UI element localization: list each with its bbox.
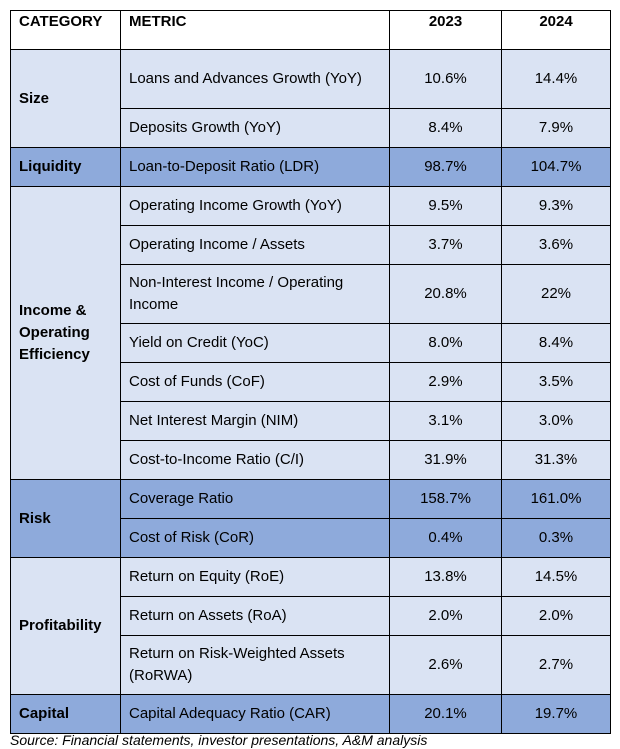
table-row: Cost of Risk (CoR) 0.4% 0.3% [11,518,611,558]
value-2024-cell: 3.5% [501,362,611,402]
table-body: Size Loans and Advances Growth (YoY) 10.6%… [10,49,611,734]
metric-cell: Net Interest Margin (NIM) [120,401,390,441]
table-row: Liquidity Loan-to-Deposit Ratio (LDR) 98.7… [10,147,611,187]
metric-cell: Cost-to-Income Ratio (C/I) [120,440,390,480]
value-2023-cell: 3.1% [389,401,502,441]
value-2024-cell: 8.4% [501,323,611,363]
value-2023-cell: 20.1% [389,694,502,734]
metric-cell: Return on Risk-Weighted Assets (RoRWA) [120,635,390,695]
category-cell: Profitability [10,557,121,695]
header-category: CATEGORY [10,10,121,50]
metric-cell: Non-Interest Income / Operating Income [120,264,390,324]
value-2024-cell: 3.6% [501,225,611,265]
metric-cell: Capital Adequacy Ratio (CAR) [120,694,390,734]
table-row: Income & Operating Efficiency Operating I… [10,186,611,480]
value-2023-cell: 0.4% [389,518,502,558]
value-2023-cell: 31.9% [389,440,502,480]
metric-cell: Loan-to-Deposit Ratio (LDR) [120,147,390,187]
metric-cell: Return on Equity (RoE) [120,557,390,597]
value-2024-cell: 9.3% [501,186,611,226]
value-2024-cell: 14.4% [501,49,611,109]
table-row: Non-Interest Income / Operating Income 20… [11,264,611,324]
header-row: CATEGORY METRIC 2023 2024 [10,10,611,50]
table-row: Operating Income / Assets 3.7% 3.6% [11,225,611,265]
table-row: Cost-to-Income Ratio (C/I) 31.9% 31.3% [11,440,611,480]
table-row: Cost of Funds (CoF) 2.9% 3.5% [11,362,611,402]
value-2024-cell: 19.7% [501,694,611,734]
value-2023-cell: 13.8% [389,557,502,597]
value-2023-cell: 10.6% [389,49,502,109]
value-2023-cell: 2.0% [389,596,502,636]
table-row: Return on Assets (RoA) 2.0% 2.0% [11,596,611,636]
value-2023-cell: 158.7% [389,479,502,519]
value-2024-cell: 161.0% [501,479,611,519]
table-row: Risk Coverage Ratio 158.7% 161.0% [10,479,611,558]
metrics-table: CATEGORY METRIC 2023 2024 Size Loans and … [10,10,611,734]
value-2024-cell: 2.7% [501,635,611,695]
table-row: Net Interest Margin (NIM) 3.1% 3.0% [11,401,611,441]
value-2024-cell: 22% [501,264,611,324]
value-2023-cell: 2.9% [389,362,502,402]
value-2023-cell: 8.4% [389,108,502,148]
metric-cell: Yield on Credit (YoC) [120,323,390,363]
value-2023-cell: 20.8% [389,264,502,324]
category-cell: Liquidity [10,147,121,187]
value-2024-cell: 104.7% [501,147,611,187]
value-2023-cell: 2.6% [389,635,502,695]
metric-cell: Deposits Growth (YoY) [120,108,390,148]
table-row: Capital Capital Adequacy Ratio (CAR) 20.1%… [10,694,611,734]
category-cell: Capital [10,694,121,734]
header-year-2024: 2024 [501,10,611,50]
category-cell: Risk [10,479,121,558]
value-2023-cell: 9.5% [389,186,502,226]
metric-cell: Coverage Ratio [120,479,390,519]
value-2024-cell: 0.3% [501,518,611,558]
source-note: Source: Financial statements, investor p… [10,732,428,748]
value-2024-cell: 31.3% [501,440,611,480]
table-row: Size Loans and Advances Growth (YoY) 10.6%… [10,49,611,148]
metric-cell: Return on Assets (RoA) [120,596,390,636]
value-2024-cell: 7.9% [501,108,611,148]
value-2023-cell: 3.7% [389,225,502,265]
value-2023-cell: 8.0% [389,323,502,363]
category-cell: Income & Operating Efficiency [10,186,121,480]
metric-cell: Operating Income Growth (YoY) [120,186,390,226]
metric-cell: Loans and Advances Growth (YoY) [120,49,390,109]
metric-cell: Cost of Risk (CoR) [120,518,390,558]
category-cell: Size [10,49,121,148]
header-metric: METRIC [120,10,390,50]
table-row: Return on Risk-Weighted Assets (RoRWA) 2.… [11,635,611,695]
header-year-2023: 2023 [389,10,502,50]
table-row: Yield on Credit (YoC) 8.0% 8.4% [11,323,611,363]
table-row: Deposits Growth (YoY) 8.4% 7.9% [11,108,611,148]
value-2024-cell: 3.0% [501,401,611,441]
metric-cell: Operating Income / Assets [120,225,390,265]
value-2024-cell: 2.0% [501,596,611,636]
value-2024-cell: 14.5% [501,557,611,597]
value-2023-cell: 98.7% [389,147,502,187]
table-row: Profitability Return on Equity (RoE) 13.8%… [10,557,611,695]
metric-cell: Cost of Funds (CoF) [120,362,390,402]
